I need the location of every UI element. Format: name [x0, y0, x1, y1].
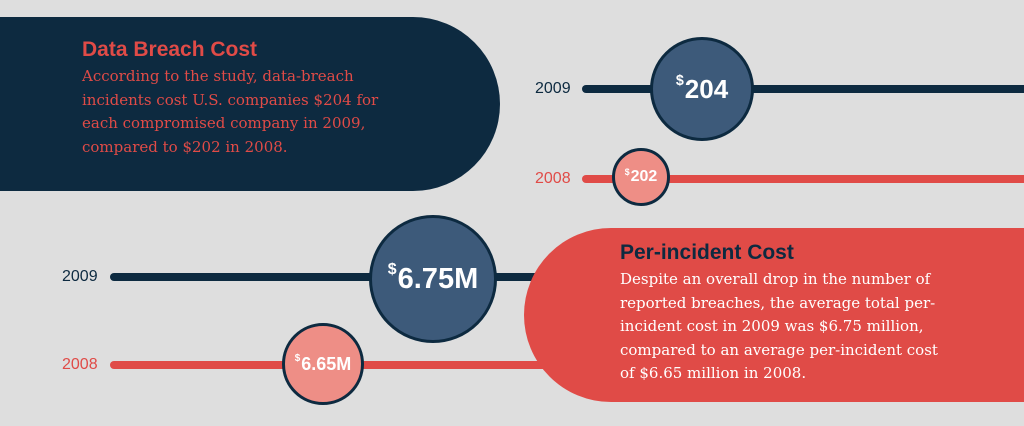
per-incident-2008-year: 2008 — [62, 356, 98, 373]
data-breach-card: Data Breach Cost According to the study,… — [0, 17, 500, 191]
per-incident-2008-value: 6.65M — [301, 353, 352, 374]
data-breach-description: According to the study, data-breach inci… — [82, 67, 379, 156]
per-incident-2009-year: 2009 — [62, 268, 98, 285]
currency-symbol: $ — [294, 353, 301, 365]
per-incident-2009-value: 6.75M — [397, 262, 479, 295]
data-breach-2009-year: 2009 — [535, 80, 571, 97]
data-breach-2008-year: 2008 — [535, 170, 571, 187]
currency-symbol: $ — [675, 73, 684, 90]
data-breach-title: Data Breach Cost — [82, 38, 258, 61]
data-breach-2009-bubble: $204 — [650, 37, 754, 141]
per-incident-card: Per-incident Cost Despite an overall dro… — [524, 228, 1024, 402]
per-incident-description: Despite an overall drop in the number of… — [620, 270, 938, 382]
per-incident-title: Per-incident Cost — [620, 241, 794, 264]
per-incident-2009-bubble: $6.75M — [369, 215, 497, 343]
currency-symbol: $ — [387, 261, 397, 279]
per-incident-2008-bubble: $6.65M — [282, 323, 364, 405]
data-breach-2008-bubble: $202 — [612, 148, 670, 206]
data-breach-2008-line — [582, 175, 1024, 183]
per-incident-2009-line — [110, 273, 570, 281]
data-breach-2008-value: 202 — [630, 168, 658, 185]
data-breach-2009-value: 204 — [684, 73, 729, 104]
currency-symbol: $ — [624, 167, 630, 178]
data-breach-2009-line — [582, 85, 1024, 93]
